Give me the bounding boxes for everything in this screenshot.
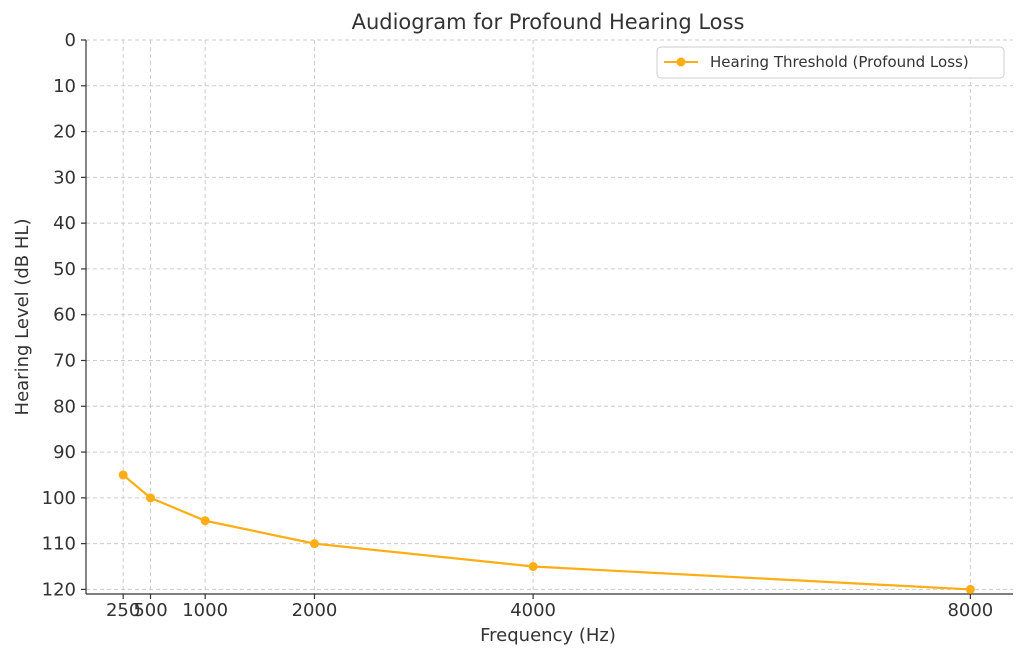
x-tick-label: 250 (106, 600, 140, 621)
y-tick-label: 50 (53, 259, 76, 280)
series-line (122, 474, 971, 591)
y-tick-label: 90 (53, 442, 76, 463)
grid (86, 39, 1013, 594)
series (118, 470, 975, 594)
chart-title: Audiogram for Profound Hearing Loss (352, 10, 745, 34)
y-tick-label: 70 (53, 350, 76, 371)
data-point (200, 516, 210, 526)
y-tick-label: 10 (53, 76, 76, 97)
legend-marker-swatch (676, 57, 686, 67)
legend-box (656, 46, 1005, 79)
y-tick-label: 20 (53, 122, 76, 143)
y-tick-label: 40 (53, 213, 76, 234)
data-point (965, 584, 975, 594)
legend-entry-label: Hearing Threshold (Profound Loss) (710, 53, 969, 71)
data-point (145, 493, 155, 503)
x-tick-label: 4000 (510, 600, 556, 621)
y-tick-label: 0 (65, 30, 76, 51)
x-tick-label: 8000 (947, 600, 993, 621)
data-point (309, 539, 319, 549)
y-tick-label: 100 (42, 488, 76, 509)
x-tick-label: 500 (133, 600, 167, 621)
x-tick-label: 2000 (292, 600, 338, 621)
axes (85, 40, 1013, 595)
y-tick-label: 120 (42, 579, 76, 600)
legend: Hearing Threshold (Profound Loss) (656, 46, 1005, 79)
x-axis-label: Frequency (Hz) (480, 625, 616, 646)
data-point (528, 562, 538, 572)
x-tick-label: 1000 (182, 600, 228, 621)
y-tick-label: 110 (42, 534, 76, 555)
data-point (118, 470, 128, 480)
y-tick-label: 80 (53, 396, 76, 417)
y-tick-label: 30 (53, 167, 76, 188)
y-tick-label: 60 (53, 305, 76, 326)
y-ticks: 0 10 20 30 40 50 60 70 80 90 100 110 120 (42, 30, 86, 600)
y-axis-label: Hearing Level (dB HL) (12, 219, 33, 416)
